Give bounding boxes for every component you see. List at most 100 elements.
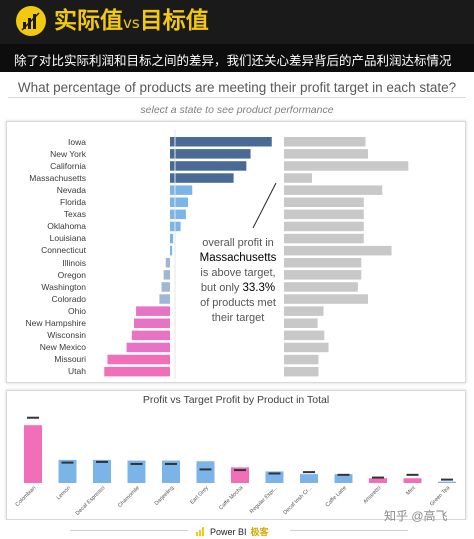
title-part1: 实际值 [54, 8, 123, 34]
state-label[interactable]: Ohio [68, 305, 86, 316]
power-bi-icon [16, 6, 46, 36]
annotation-pointer [252, 182, 277, 229]
product-pct-bar[interactable] [284, 258, 362, 268]
state-label[interactable]: Oklahoma [47, 221, 86, 232]
title-vs: vs [123, 14, 140, 32]
product-profit-bar[interactable] [334, 474, 353, 483]
product-profit-bar[interactable] [127, 460, 146, 483]
product-pct-bar[interactable] [284, 149, 368, 159]
state-label[interactable]: Louisiana [49, 233, 86, 244]
state-label[interactable]: Illinois [62, 257, 86, 268]
product-profit-bar[interactable] [162, 460, 180, 483]
footer-divider-right [290, 530, 408, 531]
product-tick-label: Caffe Latte [325, 485, 348, 508]
chart-bars-icon [21, 12, 40, 31]
header-bar [0, 0, 474, 44]
product-tick-label: Chamomile [117, 485, 141, 509]
product-pct-bar[interactable] [284, 294, 368, 304]
product-profit-bar[interactable] [438, 481, 456, 483]
product-pct-bar[interactable] [284, 342, 329, 353]
state-label[interactable]: California [50, 160, 86, 171]
state-profit-bar[interactable] [131, 330, 170, 341]
instruction-hint: select a state to see product performanc… [140, 104, 334, 116]
state-profit-bar[interactable] [170, 149, 251, 159]
state-profit-bar[interactable] [170, 197, 189, 208]
product-pct-bar[interactable] [284, 221, 364, 232]
product-pct-bar[interactable] [284, 161, 409, 171]
state-profit-bar[interactable] [104, 366, 170, 377]
state-profit-bar[interactable] [170, 209, 186, 220]
state-label[interactable]: Wisconsin [47, 330, 86, 341]
state-profit-bar[interactable] [170, 137, 272, 147]
state-profit-bar[interactable] [170, 245, 173, 256]
state-label[interactable]: Utah [68, 366, 86, 377]
state-label[interactable]: Florida [60, 197, 86, 207]
product-pct-bar[interactable] [284, 173, 312, 183]
product-pct-bar[interactable] [284, 318, 318, 329]
state-label[interactable]: Iowa [68, 136, 86, 147]
watermark: 知乎 @高飞 [384, 509, 448, 523]
state-label[interactable]: New Hampshire [25, 318, 86, 328]
state-profit-bar[interactable] [165, 258, 170, 268]
product-profit-bar[interactable] [93, 459, 111, 483]
product-pct-bar[interactable] [284, 282, 358, 292]
product-pct-bar[interactable] [284, 209, 364, 220]
state-label[interactable]: Oregon [57, 269, 86, 280]
title-part2: 目标值 [139, 8, 209, 34]
annotation-line3: is above target, [200, 267, 276, 279]
state-profit-bar[interactable] [170, 161, 247, 171]
product-pct-bar[interactable] [284, 306, 324, 316]
product-pct-bar[interactable] [284, 270, 362, 280]
product-profit-bar[interactable] [369, 478, 387, 483]
annotation-line5: of products met [200, 297, 276, 309]
state-profit-bar[interactable] [163, 270, 170, 280]
product-profit-bar[interactable] [196, 461, 215, 483]
state-profit-bar[interactable] [133, 318, 170, 329]
product-pct-bar[interactable] [284, 354, 319, 365]
product-pct-bar[interactable] [284, 233, 364, 244]
state-profit-chart [104, 129, 409, 379]
state-label[interactable]: Washington [41, 281, 86, 292]
product-tick-label: Earl Grey [189, 485, 210, 506]
product-profit-bar[interactable] [58, 459, 77, 483]
state-label[interactable]: Texas [63, 209, 86, 220]
state-label[interactable]: Colorado [51, 293, 87, 304]
product-profit-bar[interactable] [265, 471, 284, 483]
product-pct-bar[interactable] [284, 245, 392, 256]
state-label[interactable]: New York [50, 148, 86, 159]
product-tick-label: Green Tea [429, 485, 452, 508]
state-profit-bar[interactable] [161, 282, 170, 292]
page-title: 实际值vs目标值 [54, 6, 209, 38]
state-profit-bar[interactable] [159, 294, 170, 304]
product-profit-bar[interactable] [300, 474, 318, 483]
state-label[interactable]: New Mexico [39, 342, 86, 353]
annotation-line4: but only [200, 282, 243, 294]
footer-divider-left [70, 530, 188, 531]
state-profit-bar[interactable] [170, 185, 193, 195]
product-chart-title: Profit vs Target Profit by Product in To… [142, 394, 330, 406]
annotation-state: Massachusetts [199, 252, 277, 264]
state-profit-bar[interactable] [136, 306, 170, 316]
product-pct-bar[interactable] [284, 366, 319, 377]
product-tick-label: Decaf Espresso [75, 485, 107, 517]
state-profit-bar[interactable] [107, 354, 170, 365]
state-label[interactable]: Nevada [56, 184, 86, 195]
state-profit-bar[interactable] [170, 173, 234, 183]
annotation-line1: overall profit in [202, 237, 274, 249]
product-tick-label: Lemon [56, 485, 72, 501]
product-pct-bar[interactable] [284, 330, 325, 341]
state-label[interactable]: Connecticut [41, 245, 86, 256]
product-pct-bar[interactable] [284, 137, 366, 147]
product-profit-bar[interactable] [231, 467, 249, 483]
annotation-pct: 33.3% [242, 282, 276, 294]
state-profit-bar[interactable] [170, 233, 174, 244]
product-pct-bar[interactable] [284, 197, 364, 208]
state-label[interactable]: Massachusetts [29, 172, 86, 183]
state-profit-bar[interactable] [126, 342, 170, 353]
product-profit-bar[interactable] [24, 425, 42, 483]
state-label[interactable]: Missouri [54, 354, 86, 365]
product-profit-bar[interactable] [403, 478, 422, 483]
footer-brand-accent: 极客 [250, 527, 269, 537]
subtitle: 除了对比实际利润和目标之间的差异，我们还关心差异背后的产品利润达标情况 [14, 53, 452, 68]
product-pct-bar[interactable] [284, 185, 383, 195]
